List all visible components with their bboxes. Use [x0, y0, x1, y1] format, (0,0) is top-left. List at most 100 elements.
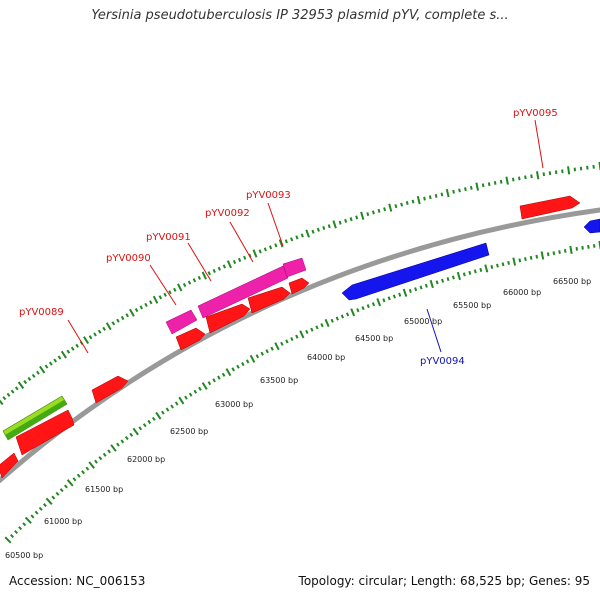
minor-tick: [174, 401, 179, 406]
minor-tick: [207, 271, 211, 276]
major-tick: [225, 368, 232, 377]
minor-tick: [586, 165, 589, 170]
scale-label: 64500 bp: [355, 334, 393, 343]
minor-tick: [366, 212, 370, 217]
minor-tick: [479, 267, 483, 272]
gene-arrow[interactable]: [288, 277, 310, 295]
minor-tick: [217, 375, 221, 380]
gene-arrow[interactable]: [341, 242, 490, 301]
scale-label: 63500 bp: [260, 376, 298, 385]
minor-tick: [518, 176, 521, 181]
minor-tick: [524, 175, 527, 180]
gene-label-pYV0093[interactable]: pYV0093: [246, 190, 291, 201]
major-tick: [201, 382, 208, 390]
major-tick: [274, 342, 280, 351]
minor-tick: [493, 181, 497, 185]
major-tick: [226, 260, 232, 269]
minor-tick: [408, 288, 412, 294]
minor-tick: [98, 456, 103, 461]
minor-tick: [542, 172, 546, 177]
minor-tick: [481, 183, 485, 188]
major-tick: [155, 411, 162, 420]
plasmid-stats-label: Topology: circular; Length: 68,525 bp; G…: [298, 574, 590, 588]
gene-arrow[interactable]: [175, 327, 206, 351]
gene-label-pYV0089[interactable]: pYV0089: [19, 307, 64, 318]
minor-tick: [147, 419, 152, 425]
major-tick: [278, 239, 284, 248]
minor-tick: [222, 264, 227, 269]
minor-tick: [125, 313, 129, 318]
major-tick: [249, 354, 256, 363]
minor-tick: [44, 364, 49, 369]
minor-tick: [356, 308, 360, 313]
minor-tick: [548, 171, 552, 176]
gene-arrow[interactable]: [91, 375, 129, 404]
minor-tick: [274, 243, 278, 248]
inner-tick-track: [4, 240, 600, 544]
scale-label: 66000 bp: [503, 288, 541, 297]
minor-tick: [165, 407, 170, 412]
gene-leader-lines: [67, 119, 544, 354]
minor-tick: [327, 224, 331, 229]
minor-tick: [138, 426, 143, 431]
scale-label: 61000 bp: [44, 517, 82, 526]
minor-tick: [53, 358, 58, 363]
minor-tick: [285, 339, 289, 344]
minor-tick: [187, 280, 192, 285]
gene-arrow[interactable]: [197, 265, 289, 319]
major-tick: [332, 220, 337, 229]
gene-arrow[interactable]: [165, 309, 198, 335]
minor-tick: [124, 435, 129, 441]
minor-tick: [300, 233, 304, 238]
minor-tick: [23, 379, 28, 385]
major-tick: [445, 188, 450, 198]
minor-tick: [295, 235, 299, 240]
gene-arrow[interactable]: [247, 286, 291, 314]
minor-tick: [322, 225, 326, 231]
gene-arrow[interactable]: [0, 452, 19, 479]
minor-tick: [31, 373, 36, 378]
plasmid-backbone: [0, 207, 600, 484]
gene-arrow[interactable]: [205, 303, 251, 334]
minor-tick: [340, 314, 345, 319]
minor-tick: [320, 323, 324, 328]
gene-label-pYV0092[interactable]: pYV0092: [205, 208, 250, 219]
minor-tick: [142, 423, 147, 428]
major-tick: [60, 350, 67, 359]
gene-label-pYV0091[interactable]: pYV0091: [146, 232, 191, 243]
minor-tick: [468, 270, 472, 275]
gene-arrow[interactable]: [583, 218, 600, 234]
minor-tick: [59, 488, 64, 493]
gene-arrow[interactable]: [282, 257, 307, 278]
minor-tick: [144, 302, 148, 307]
minor-tick: [592, 244, 596, 248]
minor-tick: [241, 362, 245, 367]
minor-tick: [280, 341, 284, 346]
minor-tick: [499, 179, 503, 184]
gene-arrow[interactable]: [15, 409, 75, 456]
major-tick: [416, 195, 421, 205]
minor-tick: [398, 292, 402, 297]
minor-tick: [182, 282, 187, 288]
gene-label-pYV0095[interactable]: pYV0095: [513, 108, 558, 119]
minor-tick: [34, 510, 39, 515]
minor-tick: [434, 193, 438, 198]
accession-label: Accession: NC_006153: [9, 574, 146, 588]
gene-label-pYV0090[interactable]: pYV0090: [106, 253, 151, 264]
minor-tick: [305, 329, 309, 335]
minor-tick: [245, 359, 250, 364]
gene-label-pYV0094[interactable]: pYV0094: [420, 356, 465, 367]
minor-tick: [2, 396, 7, 401]
major-tick: [17, 381, 25, 389]
minor-tick: [170, 404, 174, 409]
minor-tick: [487, 182, 491, 187]
minor-tick: [237, 257, 242, 262]
minor-tick: [263, 247, 267, 252]
minor-tick: [423, 196, 426, 201]
minor-tick: [42, 503, 47, 508]
gene-arrow[interactable]: [519, 195, 581, 220]
minor-tick: [435, 280, 439, 285]
major-tick: [475, 182, 479, 191]
minor-tick: [382, 298, 386, 303]
